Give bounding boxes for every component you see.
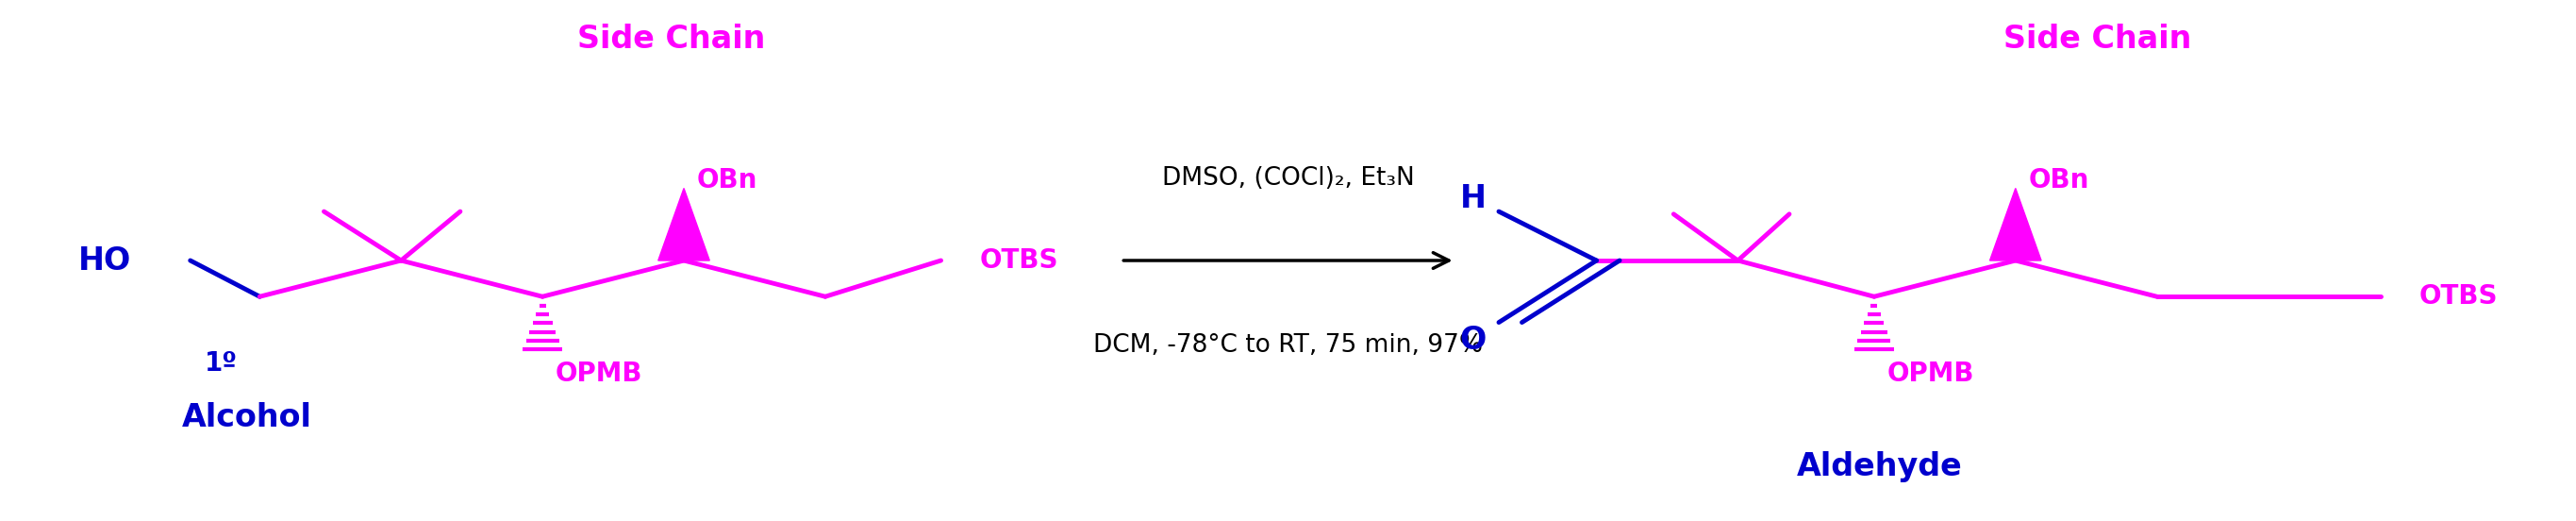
Polygon shape (1989, 188, 2040, 260)
Text: OBn: OBn (696, 167, 757, 194)
Polygon shape (657, 188, 708, 260)
Text: 1º: 1º (204, 351, 237, 377)
Text: OBn: OBn (2027, 167, 2089, 194)
Text: H: H (1461, 183, 1486, 214)
Text: DCM, -78°C to RT, 75 min, 97%: DCM, -78°C to RT, 75 min, 97% (1092, 333, 1484, 358)
Text: DMSO, (COCl)₂, Et₃N: DMSO, (COCl)₂, Et₃N (1162, 166, 1414, 190)
Text: Side Chain: Side Chain (577, 23, 765, 54)
Text: OPMB: OPMB (556, 361, 641, 387)
Text: OPMB: OPMB (1888, 361, 1973, 387)
Text: O: O (1461, 325, 1486, 356)
Text: Aldehyde: Aldehyde (1795, 451, 1963, 482)
Text: Alcohol: Alcohol (183, 402, 312, 433)
Text: HO: HO (77, 245, 131, 276)
Text: OTBS: OTBS (2419, 283, 2499, 310)
Text: OTBS: OTBS (979, 247, 1059, 274)
Text: Side Chain: Side Chain (2004, 23, 2192, 54)
